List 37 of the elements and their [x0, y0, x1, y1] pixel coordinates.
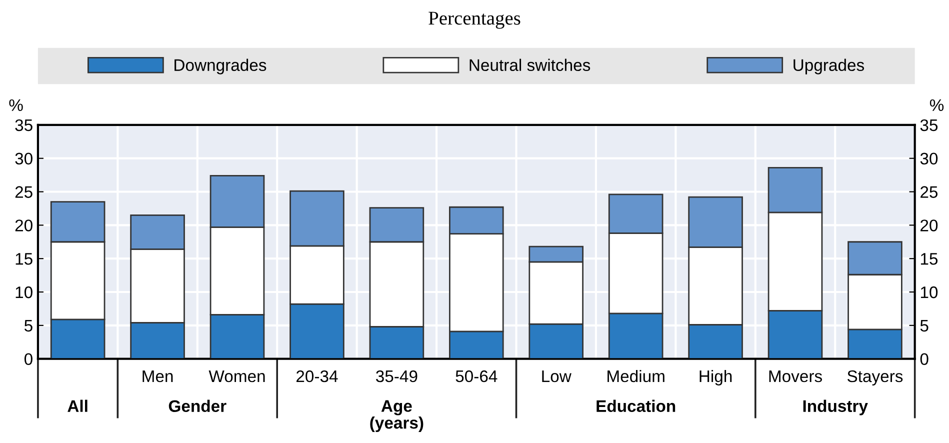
text: Education — [596, 400, 676, 412]
x-tick-label: Men — [142, 370, 173, 382]
y2-tick-label: 0 — [920, 353, 928, 366]
y-tick-label: 25 — [15, 186, 32, 198]
text: Gender — [168, 400, 226, 412]
y2-tick-label: 10 — [920, 286, 938, 298]
y2-axis-title: % — [930, 99, 944, 111]
y-tick-label: 5 — [24, 320, 32, 332]
y-axis-title: % — [9, 99, 23, 111]
x-tick-label: High — [700, 370, 732, 386]
y-tick-label: 10 — [16, 286, 32, 298]
y-tick-label: 0 — [24, 353, 32, 366]
y-tick-label: 35 — [15, 119, 32, 132]
x-tick-label: Movers — [769, 370, 822, 382]
y2-tick-label: 5 — [920, 320, 928, 332]
y-tick-label: 20 — [15, 220, 32, 232]
x-tick-label: 35-49 — [376, 370, 418, 382]
y2-tick-label: 30 — [920, 152, 938, 165]
y-tick-label: 30 — [15, 152, 32, 165]
x-tick-label: 50-64 — [456, 370, 498, 382]
chart-title: Percentages — [428, 12, 520, 29]
x-tick-label: Low — [542, 370, 572, 382]
x-tick-label: Stayers — [847, 370, 903, 386]
legend-label: Upgrades — [794, 58, 864, 74]
y2-tick-label: 15 — [920, 253, 938, 265]
x-tick-label: Medium — [608, 370, 664, 382]
legend-label: Downgrades — [174, 58, 266, 74]
y2-tick-label: 25 — [920, 186, 938, 198]
y-tick-label: 15 — [16, 253, 32, 265]
x-tick-label: 20-34 — [296, 370, 338, 382]
y2-tick-label: 20 — [920, 220, 938, 232]
text: Age (years) — [370, 400, 424, 432]
text: All — [68, 400, 88, 412]
legend-label: Neutral switches — [470, 58, 590, 72]
x-tick-label: Women — [208, 370, 265, 382]
text: Industry — [803, 400, 868, 416]
y2-tick-label: 35 — [920, 119, 938, 132]
